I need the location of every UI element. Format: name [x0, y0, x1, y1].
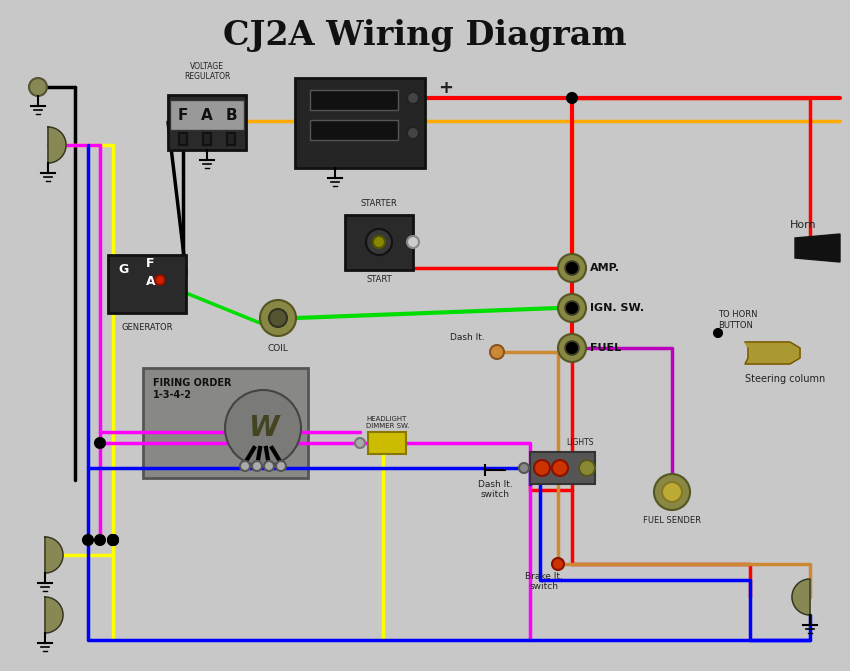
- Text: A: A: [201, 107, 212, 123]
- Text: F: F: [146, 257, 155, 270]
- Circle shape: [355, 438, 365, 448]
- Text: Brake lt.
switch: Brake lt. switch: [525, 572, 563, 591]
- FancyBboxPatch shape: [295, 78, 425, 168]
- Circle shape: [29, 78, 47, 96]
- Text: AMP.: AMP.: [590, 263, 620, 273]
- Circle shape: [108, 535, 118, 545]
- Circle shape: [225, 390, 301, 466]
- Circle shape: [407, 92, 419, 104]
- Text: +: +: [438, 79, 453, 97]
- Circle shape: [558, 334, 586, 362]
- Circle shape: [519, 463, 529, 473]
- Circle shape: [662, 482, 682, 502]
- Text: STARTER: STARTER: [360, 199, 397, 208]
- Circle shape: [714, 329, 722, 337]
- Circle shape: [373, 236, 385, 248]
- Circle shape: [565, 261, 579, 275]
- Circle shape: [552, 558, 564, 570]
- Text: FUEL SENDER: FUEL SENDER: [643, 516, 701, 525]
- Text: FIRING ORDER
1-3-4-2: FIRING ORDER 1-3-4-2: [153, 378, 231, 400]
- Text: VOLTAGE
REGULATOR: VOLTAGE REGULATOR: [184, 62, 230, 81]
- FancyBboxPatch shape: [143, 368, 308, 478]
- Text: F: F: [178, 107, 188, 123]
- Circle shape: [565, 341, 579, 355]
- Circle shape: [252, 461, 262, 471]
- FancyBboxPatch shape: [368, 432, 406, 454]
- Circle shape: [490, 345, 504, 359]
- Circle shape: [558, 294, 586, 322]
- Text: HEADLIGHT
DIMMER SW.: HEADLIGHT DIMMER SW.: [366, 416, 410, 429]
- Circle shape: [558, 254, 586, 282]
- Circle shape: [366, 229, 392, 255]
- Circle shape: [552, 460, 568, 476]
- Polygon shape: [792, 579, 810, 615]
- Text: Dash lt.: Dash lt.: [450, 333, 485, 342]
- Circle shape: [567, 343, 577, 353]
- FancyBboxPatch shape: [310, 120, 398, 140]
- Text: A: A: [146, 275, 156, 288]
- Text: IGN. SW.: IGN. SW.: [590, 303, 644, 313]
- Text: G: G: [118, 263, 128, 276]
- Circle shape: [95, 438, 105, 448]
- Text: COIL: COIL: [268, 344, 288, 353]
- Text: FUEL: FUEL: [590, 343, 621, 353]
- FancyBboxPatch shape: [227, 133, 235, 145]
- Circle shape: [565, 301, 579, 315]
- Text: B: B: [225, 107, 237, 123]
- Circle shape: [567, 93, 577, 103]
- Polygon shape: [45, 597, 63, 633]
- FancyBboxPatch shape: [203, 133, 211, 145]
- FancyBboxPatch shape: [108, 255, 186, 313]
- Circle shape: [407, 127, 419, 139]
- FancyBboxPatch shape: [345, 215, 413, 270]
- Circle shape: [108, 535, 118, 545]
- FancyBboxPatch shape: [170, 100, 244, 130]
- FancyBboxPatch shape: [179, 133, 187, 145]
- Polygon shape: [45, 537, 63, 573]
- Text: W: W: [247, 414, 278, 442]
- Circle shape: [276, 461, 286, 471]
- Text: GENERATOR: GENERATOR: [122, 323, 173, 332]
- Circle shape: [260, 300, 296, 336]
- Circle shape: [534, 460, 550, 476]
- Polygon shape: [745, 342, 800, 364]
- Text: Dash lt.
switch: Dash lt. switch: [478, 480, 513, 499]
- Text: Steering column: Steering column: [745, 374, 825, 384]
- Text: START: START: [366, 275, 392, 284]
- Text: Horn: Horn: [790, 220, 817, 230]
- Circle shape: [269, 309, 287, 327]
- FancyBboxPatch shape: [310, 90, 398, 110]
- FancyBboxPatch shape: [530, 452, 595, 484]
- Circle shape: [654, 474, 690, 510]
- Circle shape: [579, 460, 595, 476]
- Text: CJ2A Wiring Diagram: CJ2A Wiring Diagram: [224, 19, 626, 52]
- Text: TO HORN
BUTTON: TO HORN BUTTON: [718, 310, 757, 329]
- FancyBboxPatch shape: [168, 95, 246, 150]
- Text: LIGHTS: LIGHTS: [566, 438, 594, 447]
- Circle shape: [83, 535, 93, 545]
- Circle shape: [95, 535, 105, 545]
- Polygon shape: [795, 234, 840, 262]
- Circle shape: [567, 303, 577, 313]
- Circle shape: [567, 263, 577, 273]
- Circle shape: [240, 461, 250, 471]
- Circle shape: [108, 535, 118, 545]
- Circle shape: [155, 275, 165, 285]
- Circle shape: [264, 461, 274, 471]
- Polygon shape: [48, 127, 66, 163]
- Circle shape: [407, 236, 419, 248]
